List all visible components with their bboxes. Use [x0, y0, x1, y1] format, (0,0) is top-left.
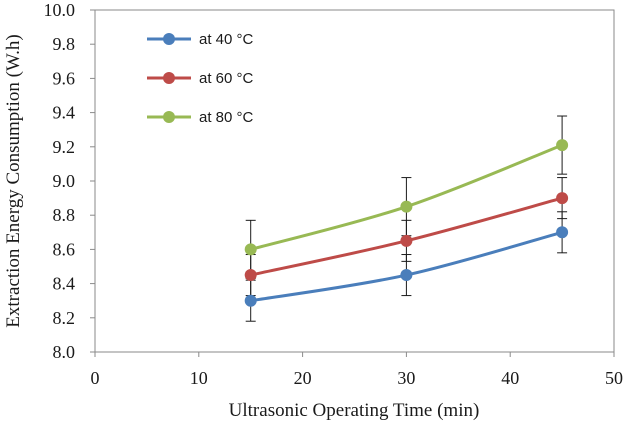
legend-item: at 40 °C [147, 31, 254, 48]
y-tick-label: 9.2 [53, 137, 76, 157]
y-tick-label: 8.2 [53, 308, 76, 328]
y-tick-label: 10.0 [44, 0, 76, 20]
legend: at 40 °C at 60 °C at 80 °C [147, 31, 254, 126]
x-tick-label: 0 [91, 368, 100, 388]
legend-label: at 60 °C [199, 70, 254, 87]
legend-marker [163, 111, 175, 123]
data-point [400, 200, 413, 213]
x-axis-title: Ultrasonic Operating Time (min) [229, 400, 480, 421]
data-point [244, 243, 257, 256]
plot-area [94, 9, 615, 353]
y-tick-label: 9.4 [53, 103, 76, 123]
data-point [244, 269, 257, 282]
data-point [400, 269, 413, 282]
y-tick-label: 9.8 [53, 34, 76, 54]
data-point [400, 234, 413, 247]
legend-marker [163, 72, 175, 84]
x-tick-label: 40 [501, 368, 519, 388]
y-axis-ticks: 8.0 8.2 8.4 8.6 8.8 9.0 9.2 9.4 9.6 9.8 10.0 [44, 0, 95, 362]
legend-marker [163, 33, 175, 45]
data-point [556, 192, 569, 205]
x-tick-label: 50 [605, 368, 623, 388]
legend-label: at 40 °C [199, 31, 254, 48]
y-tick-label: 8.0 [53, 342, 76, 362]
data-point [556, 226, 569, 239]
y-tick-label: 9.0 [53, 171, 76, 191]
legend-item: at 60 °C [147, 70, 254, 87]
data-point [244, 294, 257, 307]
y-tick-label: 8.8 [53, 205, 76, 225]
y-tick-label: 8.4 [53, 274, 76, 294]
y-tick-label: 9.6 [53, 68, 76, 88]
x-tick-label: 10 [190, 368, 208, 388]
legend-item: at 80 °C [147, 109, 254, 126]
x-axis-ticks: 0 10 20 30 40 50 [91, 352, 623, 388]
legend-label: at 80 °C [199, 109, 254, 126]
data-point [556, 139, 569, 152]
y-axis-title: Extraction Energy Consumption (W.h) [3, 34, 24, 327]
series-layer [244, 115, 569, 322]
x-tick-label: 30 [397, 368, 415, 388]
y-tick-label: 8.6 [53, 239, 76, 259]
x-tick-label: 20 [294, 368, 312, 388]
